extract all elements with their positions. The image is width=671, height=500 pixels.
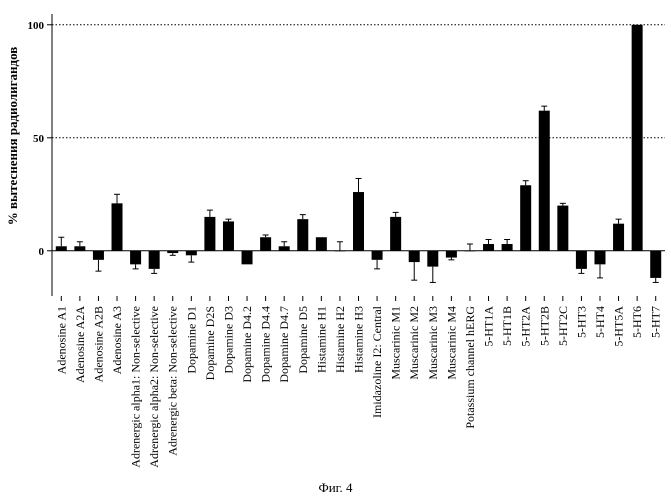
x-tick-label: Dopamine D5 [296,306,310,374]
x-tick-label: 5-HT1A [482,306,496,347]
bar [501,244,513,251]
x-tick-label: 5-HT5A [612,306,626,347]
bar [297,219,309,251]
bars [55,24,662,283]
x-tick-label: 5-HT2B [537,306,551,346]
bar [148,250,160,269]
x-tick-label: Muscarinic M3 [426,306,440,380]
x-tick-label: Dopamine D4.4 [259,306,273,383]
y-tick-label: 50 [33,133,45,145]
x-tick-label: Dopamine D1 [184,306,198,374]
x-tick-label: Adrenergic alpha2: Non-selective [147,306,161,468]
x-tick-label: Adenosine A3 [110,306,124,374]
x-tick-label: Imidazoline I2: Central [370,305,384,418]
x-tick-label: Muscarinic M4 [444,306,458,380]
x-tick-labels: Adenosine A1 Adenosine A2A Adenosine A2B Ad… [54,296,663,468]
bar [613,223,625,251]
x-tick-label: Adrenergic alpha1: Non-selective [129,306,143,468]
bar [390,216,402,251]
bar [260,237,272,251]
bar [111,203,123,251]
x-tick-label: Histamine H2 [333,306,347,373]
bar [650,250,662,278]
figure-caption: Фиг. 4 [318,480,353,495]
x-tick-label: 5-HT2C [556,306,570,346]
y-tick-label: 0 [39,246,45,258]
bar [204,216,216,251]
x-tick-label: Dopamine D2S [203,306,217,380]
bar [520,185,532,251]
x-tick-label: Adenosine A2B [91,306,105,382]
bar [427,250,439,267]
x-tick-label: Histamine H1 [314,306,328,373]
x-tick-label: Dopamine D4.2 [240,306,254,383]
bar [445,250,457,258]
bar [594,250,606,265]
x-tick-label: Adenosine A2A [73,306,87,383]
bar [371,250,383,260]
y-axis-label: % вытеснения радиолигандов [5,47,20,226]
bar [353,192,364,251]
bar [483,244,495,251]
x-tick-label: Muscarinic M2 [407,306,421,380]
bar [631,24,643,251]
x-tick-label: Adenosine A1 [54,306,68,374]
y-axis: 0 50 100 [28,14,665,296]
x-tick-label: 5-HT4 [593,306,607,338]
bar [557,205,569,251]
bar [241,250,253,265]
x-tick-label: 5-HT7 [649,306,663,338]
x-tick-label: Dopamine D3 [221,306,235,374]
x-tick-label: Adrenergic beta: Non-selective [166,306,180,456]
bar [74,246,86,251]
bar [315,237,327,251]
x-tick-label: 5-HT3 [574,306,588,338]
x-tick-label: 5-HT1B [500,306,514,346]
x-tick-label: 5-HT6 [630,306,644,338]
bar [130,250,142,265]
bar [464,250,476,252]
bar [575,250,587,269]
x-tick-label: 5-HT2A [519,306,533,347]
bar [334,250,346,252]
bar [55,246,67,251]
x-tick-label: Dopamine D4.7 [277,306,291,383]
bar [167,250,179,254]
bar [92,250,104,260]
y-tick-label: 100 [28,20,45,32]
bar [408,250,420,263]
x-tick-label: Potassium channel hERG [463,306,477,429]
bar [278,246,290,251]
bar [185,250,197,256]
x-tick-label: Muscarinic M1 [389,306,403,380]
x-tick-label: Histamine H3 [352,306,366,373]
reference-lines [52,24,665,139]
bar [538,110,550,251]
bar [222,221,234,251]
